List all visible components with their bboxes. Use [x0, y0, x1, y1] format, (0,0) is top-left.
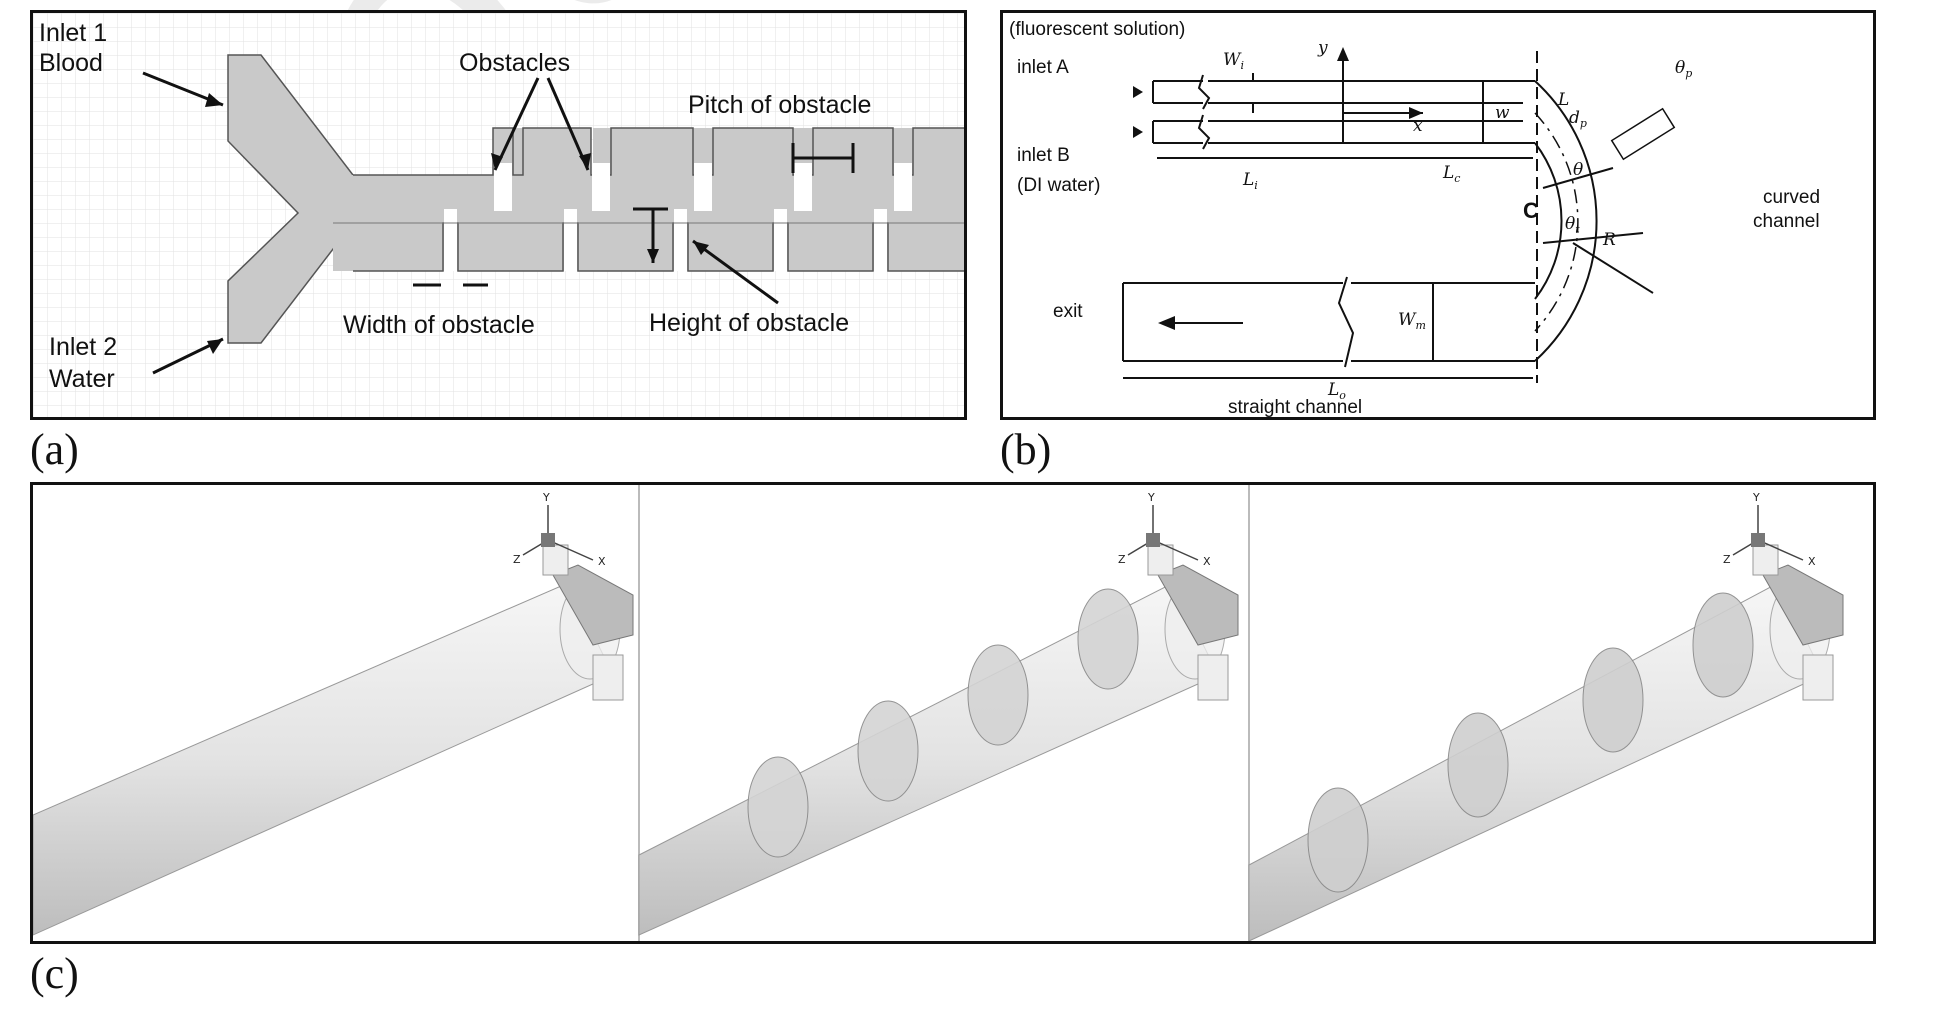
- label-exit: exit: [1053, 301, 1083, 322]
- axis-y-1: Y: [542, 491, 550, 504]
- label-inlet2-line2: Water: [49, 365, 115, 393]
- label-w: w: [1495, 103, 1510, 123]
- axis-z-2: Z: [1118, 553, 1126, 566]
- panel-label-c: (c): [30, 949, 79, 998]
- axis-y-3: Y: [1752, 491, 1760, 504]
- label-y: y: [1317, 38, 1328, 58]
- axis-z-3: Z: [1723, 553, 1731, 566]
- curved-channel-diagram: (fluorescent solution) inlet A inlet B (…: [1009, 19, 1820, 417]
- label-ld: L: [1557, 90, 1569, 110]
- channel-3d-renderings: Y X Z Y X Z Y X Z: [33, 485, 1844, 941]
- axis-y-2: Y: [1147, 491, 1155, 504]
- axis-x-1: X: [598, 555, 606, 568]
- label-inlet1-line1: Inlet 1: [39, 19, 107, 47]
- axis-x-3: X: [1808, 555, 1816, 568]
- label-li: Li: [1242, 170, 1258, 192]
- micromixer-diagram: Inlet 1 Blood Inlet 2 Water Obstacles Pi…: [33, 13, 964, 417]
- label-obstacles: Obstacles: [459, 49, 570, 77]
- label-x: x: [1413, 116, 1423, 136]
- label-curved-line2: channel: [1753, 211, 1820, 232]
- rendering-plain-tube: [33, 544, 634, 936]
- label-pitch: Pitch of obstacle: [688, 91, 871, 119]
- label-wi: Wi: [1223, 50, 1244, 72]
- rendering-tube-with-baffles: [638, 544, 1239, 936]
- y-channel: [227, 54, 354, 344]
- panel-b: (fluorescent solution) inlet A inlet B (…: [1000, 10, 1876, 420]
- label-theta-t: θt: [1565, 214, 1580, 236]
- label-straight-channel: straight channel: [1228, 397, 1362, 417]
- label-dp: dp: [1569, 108, 1587, 130]
- label-height: Height of obstacle: [649, 309, 849, 337]
- label-curved-line1: curved: [1763, 187, 1820, 208]
- label-width: Width of obstacle: [343, 311, 535, 339]
- rendering-tube-with-offset-baffles: [1248, 544, 1844, 941]
- label-fluorescent: (fluorescent solution): [1009, 19, 1185, 40]
- label-di-water: (DI water): [1017, 175, 1100, 196]
- label-lc: Lc: [1442, 163, 1460, 185]
- label-wm: Wm: [1398, 310, 1426, 332]
- label-lo: Lo: [1327, 380, 1346, 402]
- label-inlet2-line1: Inlet 2: [49, 333, 117, 361]
- axis-x-2: X: [1203, 555, 1211, 568]
- axis-z-1: Z: [513, 553, 521, 566]
- label-r: R: [1602, 230, 1616, 250]
- label-inlet1-line2: Blood: [39, 49, 103, 77]
- panel-a: Inlet 1 Blood Inlet 2 Water Obstacles Pi…: [30, 10, 967, 420]
- panel-c: Y X Z Y X Z Y X Z: [30, 482, 1876, 944]
- label-inlet-a: inlet A: [1017, 57, 1069, 78]
- main-channel: [333, 127, 964, 272]
- panel-label-b: (b): [1000, 425, 1052, 474]
- label-theta: θ: [1573, 160, 1583, 180]
- panel-label-a: (a): [30, 425, 79, 474]
- label-theta-p: θp: [1675, 58, 1692, 80]
- label-c: C: [1523, 198, 1539, 223]
- label-inlet-b: inlet B: [1017, 145, 1070, 166]
